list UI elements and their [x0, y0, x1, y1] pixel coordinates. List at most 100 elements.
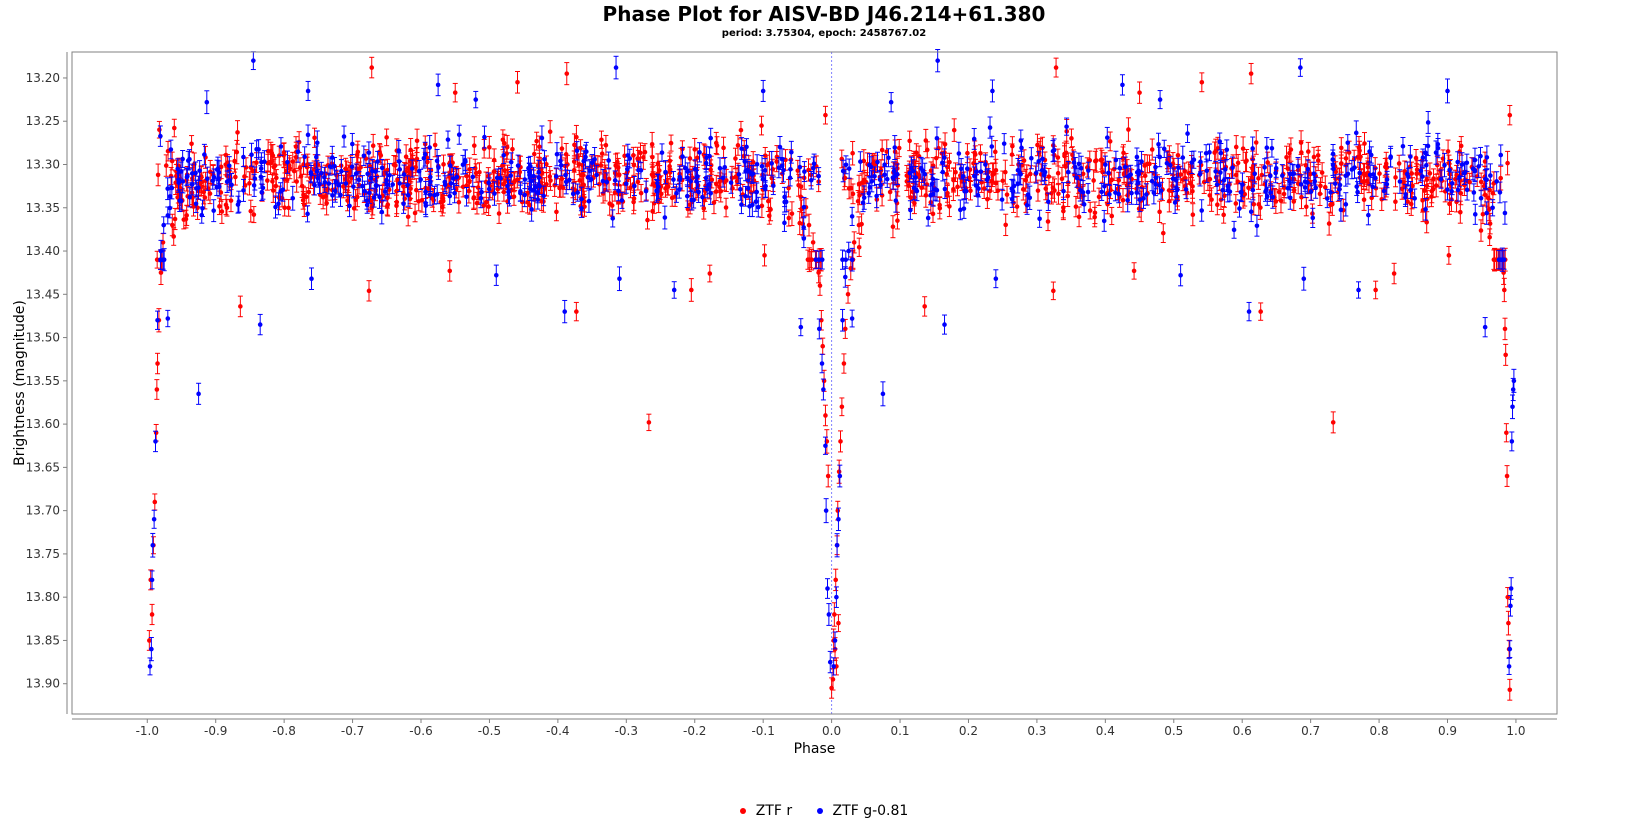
- data-point: [823, 413, 828, 418]
- data-point: [1233, 201, 1239, 206]
- data-point: [581, 182, 587, 188]
- data-point: [270, 188, 276, 193]
- data-point: [1303, 162, 1309, 168]
- data-point: [559, 146, 565, 151]
- data-point: [223, 162, 229, 167]
- data-point: [861, 158, 867, 164]
- data-point: [668, 140, 674, 146]
- data-point: [599, 151, 605, 156]
- data-point: [1424, 183, 1430, 189]
- data-point: [694, 155, 700, 161]
- data-point: [1467, 179, 1472, 185]
- data-point: [896, 145, 902, 151]
- data-point: [1265, 160, 1271, 165]
- data-point: [917, 174, 922, 180]
- data-point: [1449, 189, 1454, 194]
- data-point: [501, 189, 507, 195]
- data-point: [155, 361, 160, 366]
- data-point: [343, 166, 348, 172]
- data-point: [1188, 181, 1193, 186]
- data-point: [951, 127, 957, 133]
- data-point: [574, 148, 580, 154]
- data-point: [201, 189, 207, 195]
- data-point: [1393, 175, 1398, 180]
- data-point: [299, 183, 305, 189]
- data-point: [527, 202, 533, 208]
- data-point: [859, 180, 865, 186]
- data-point: [1251, 202, 1257, 207]
- data-point: [820, 343, 826, 349]
- data-point: [597, 181, 602, 187]
- data-point: [692, 147, 698, 152]
- data-point: [207, 191, 213, 196]
- data-point: [1050, 185, 1056, 190]
- data-point: [646, 420, 652, 425]
- data-point: [403, 154, 409, 159]
- data-point: [441, 162, 446, 167]
- data-point: [1087, 158, 1093, 163]
- data-point: [491, 157, 497, 163]
- data-point: [890, 224, 896, 230]
- data-point: [738, 127, 744, 133]
- data-point: [1215, 202, 1220, 208]
- data-point: [1338, 161, 1344, 166]
- data-point: [638, 190, 644, 196]
- data-point: [1487, 234, 1492, 240]
- data-point: [835, 508, 841, 513]
- data-point: [759, 203, 765, 209]
- data-point: [689, 287, 694, 293]
- data-point: [564, 71, 570, 76]
- data-point: [833, 577, 839, 583]
- data-point: [219, 209, 225, 214]
- data-point: [1073, 204, 1079, 209]
- data-point: [789, 211, 795, 216]
- data-point: [327, 164, 333, 169]
- data-point: [786, 215, 792, 221]
- data-point: [631, 162, 637, 168]
- data-point: [636, 156, 641, 161]
- data-point: [628, 185, 633, 190]
- data-point: [786, 185, 791, 191]
- chart-title: Phase Plot for AISV-BD J46.214+61.380: [602, 2, 1046, 26]
- data-point: [235, 130, 240, 135]
- data-point: [1248, 71, 1254, 76]
- data-point: [501, 140, 507, 146]
- data-point: [384, 204, 390, 209]
- data-point: [1438, 176, 1444, 182]
- data-point: [152, 499, 158, 505]
- data-point: [1504, 473, 1510, 479]
- data-point: [839, 404, 845, 410]
- data-point: [353, 197, 358, 203]
- data-point: [487, 145, 492, 150]
- data-point: [229, 182, 234, 188]
- data-point: [1091, 178, 1096, 183]
- data-point: [838, 439, 843, 444]
- data-point: [1221, 212, 1226, 218]
- data-point: [701, 206, 707, 211]
- data-point: [687, 156, 693, 161]
- data-point: [1087, 208, 1093, 213]
- data-point: [1256, 176, 1261, 181]
- data-point: [354, 166, 360, 171]
- data-point: [547, 129, 553, 135]
- data-point: [1160, 230, 1166, 236]
- data-point: [254, 160, 259, 165]
- data-point: [607, 201, 612, 206]
- data-point: [466, 188, 472, 194]
- data-point: [294, 179, 299, 184]
- data-point: [250, 168, 256, 174]
- data-point: [951, 186, 956, 192]
- data-point: [157, 127, 162, 133]
- data-point: [511, 194, 517, 199]
- data-point: [955, 184, 960, 190]
- data-point: [1092, 158, 1098, 164]
- data-point: [320, 195, 326, 200]
- data-point: [1116, 178, 1122, 183]
- data-point: [663, 186, 668, 191]
- data-point: [907, 138, 912, 144]
- data-point: [1458, 143, 1464, 149]
- data-point: [1498, 175, 1504, 181]
- data-point: [651, 200, 657, 206]
- data-point: [384, 135, 389, 140]
- data-point: [928, 168, 934, 173]
